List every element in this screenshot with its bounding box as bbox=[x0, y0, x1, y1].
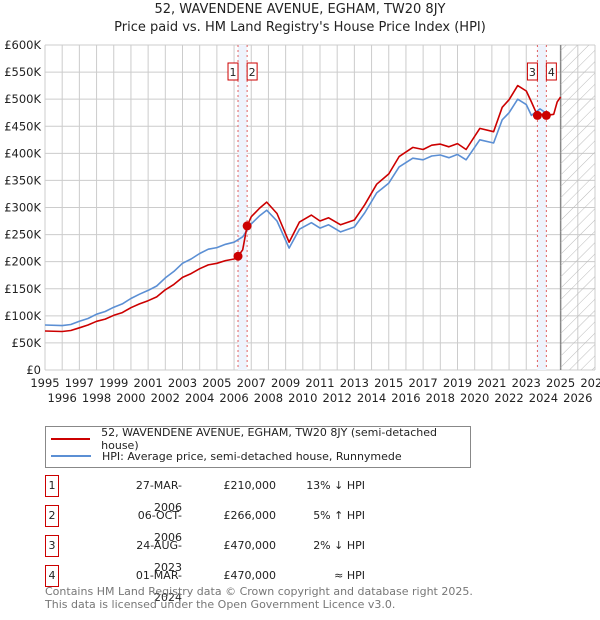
sale-marker-box bbox=[246, 62, 258, 81]
sale-marker-box bbox=[526, 62, 538, 81]
sale-marker-number: 2 bbox=[249, 66, 256, 79]
x-tick-label: 2008 bbox=[254, 391, 283, 405]
transaction-hpi-diff: 5% ↑ HPI bbox=[313, 509, 365, 522]
transaction-hpi-diff: 13% ↓ HPI bbox=[306, 479, 365, 492]
x-tick-label: 2024 bbox=[529, 391, 558, 405]
x-tick-label: 2002 bbox=[151, 391, 180, 405]
transaction-date: 01-MAR-2024 bbox=[135, 569, 182, 604]
sale-point bbox=[541, 110, 551, 120]
x-tick-label: 2012 bbox=[323, 391, 352, 405]
legend-label: HPI: Average price, semi-detached house,… bbox=[102, 449, 402, 463]
transaction-row: 3 24-AUG-2023 £470,000 2% ↓ HPI bbox=[45, 535, 445, 574]
transaction-price: £210,000 bbox=[223, 479, 277, 492]
x-tick-label: 2023 bbox=[512, 376, 541, 390]
price-chart: £0 £50K £100K £150K £200K £250K £300K £350K £400… bbox=[4, 38, 600, 405]
y-tick-label: £0 bbox=[26, 363, 41, 377]
y-tick-label: £200K bbox=[4, 255, 41, 269]
forecast-hatch bbox=[560, 45, 595, 370]
legend-label: 52, WAVENDENE AVENUE, EGHAM, TW20 8JY (s… bbox=[101, 426, 437, 452]
sale-marker-number: 3 bbox=[529, 66, 536, 79]
legend-swatch-red bbox=[51, 438, 91, 440]
sale-marker-box bbox=[545, 62, 557, 81]
sale-period-band bbox=[238, 45, 248, 370]
x-tick-label: 2007 bbox=[237, 376, 266, 390]
x-tick-label: 2005 bbox=[202, 376, 231, 390]
legend-swatch-blue bbox=[51, 455, 91, 457]
transaction-marker: 3 bbox=[45, 535, 59, 557]
chart-title: 52, WAVENDENE AVENUE, EGHAM, TW20 8JY bbox=[154, 2, 446, 17]
sale-marker-number: 4 bbox=[548, 66, 555, 79]
transaction-marker: 2 bbox=[45, 505, 59, 527]
x-tick-label: 2021 bbox=[477, 376, 506, 390]
x-tick-label: 2020 bbox=[460, 391, 489, 405]
x-tick-label: 1996 bbox=[48, 391, 77, 405]
transaction-date: 24-AUG-2023 bbox=[136, 539, 182, 574]
transaction-price: £470,000 bbox=[223, 569, 277, 582]
transaction-row: 2 06-OCT-2006 £266,000 5% ↑ HPI bbox=[45, 505, 445, 544]
transaction-price: £470,000 bbox=[223, 539, 277, 552]
y-tick-label: £500K bbox=[4, 92, 41, 106]
x-tick-label: 2004 bbox=[185, 391, 214, 405]
x-tick-label: 2000 bbox=[116, 391, 145, 405]
sale-marker-box bbox=[227, 62, 239, 81]
footer-licence: This data is licensed under the Open Gov… bbox=[45, 598, 396, 611]
legend-item-hpi: HPI: Average price, semi-detached house,… bbox=[46, 448, 402, 464]
chart-subtitle: Price paid vs. HM Land Registry's House … bbox=[114, 20, 486, 35]
transaction-marker: 4 bbox=[45, 565, 59, 587]
transaction-date: 27-MAR-2006 bbox=[135, 479, 182, 514]
x-tick-label: 2026 bbox=[563, 391, 592, 405]
y-tick-label: £150K bbox=[4, 282, 41, 296]
x-tick-label: 2013 bbox=[340, 376, 369, 390]
x-tick-label: 1999 bbox=[99, 376, 128, 390]
transaction-hpi-diff: 2% ↓ HPI bbox=[313, 539, 365, 552]
y-tick-label: £550K bbox=[4, 65, 41, 79]
transaction-date: 06-OCT-2006 bbox=[137, 509, 182, 544]
y-tick-label: £100K bbox=[4, 309, 41, 323]
sale-marker-number: 1 bbox=[230, 66, 237, 79]
hpi-series-line bbox=[44, 98, 550, 327]
x-tick-label: 2014 bbox=[357, 391, 386, 405]
x-tick-label: 1998 bbox=[82, 391, 111, 405]
x-tick-label: 2027 bbox=[580, 376, 600, 390]
transaction-row: 1 27-MAR-2006 £210,000 13% ↓ HPI bbox=[45, 475, 445, 514]
y-tick-label: £50K bbox=[12, 336, 42, 350]
x-tick-label: 2009 bbox=[271, 376, 300, 390]
x-tick-label: 2011 bbox=[305, 376, 334, 390]
y-tick-label: £400K bbox=[4, 146, 41, 160]
transaction-price: £266,000 bbox=[223, 509, 277, 522]
transaction-marker: 1 bbox=[45, 475, 59, 497]
footer-copyright: Contains HM Land Registry data © Crown c… bbox=[45, 585, 473, 598]
x-tick-label: 2006 bbox=[219, 391, 248, 405]
chart-legend: 52, WAVENDENE AVENUE, EGHAM, TW20 8JY (s… bbox=[45, 426, 471, 468]
sale-point bbox=[532, 110, 542, 120]
y-tick-label: £300K bbox=[4, 201, 41, 215]
x-tick-label: 2017 bbox=[408, 376, 437, 390]
sale-point bbox=[242, 221, 252, 231]
sale-point bbox=[233, 251, 243, 261]
x-tick-label: 2018 bbox=[426, 391, 455, 405]
x-tick-label: 2001 bbox=[133, 376, 162, 390]
y-tick-label: £350K bbox=[4, 173, 41, 187]
y-tick-label: £250K bbox=[4, 228, 41, 242]
x-tick-label: 2016 bbox=[391, 391, 420, 405]
x-tick-label: 2025 bbox=[546, 376, 575, 390]
y-tick-label: £600K bbox=[4, 38, 41, 52]
x-tick-label: 1995 bbox=[30, 376, 59, 390]
x-tick-label: 2019 bbox=[443, 376, 472, 390]
x-tick-label: 2003 bbox=[168, 376, 197, 390]
x-tick-label: 2015 bbox=[374, 376, 403, 390]
y-tick-label: £450K bbox=[4, 119, 41, 133]
x-tick-label: 1997 bbox=[65, 376, 94, 390]
x-tick-label: 2022 bbox=[494, 391, 523, 405]
legend-item-property: 52, WAVENDENE AVENUE, EGHAM, TW20 8JY (s… bbox=[46, 426, 470, 452]
sale-period-band bbox=[537, 45, 547, 370]
property-series-line bbox=[44, 84, 562, 333]
transaction-row: 4 01-MAR-2024 £470,000 ≈ HPI bbox=[45, 565, 445, 604]
x-tick-label: 2010 bbox=[288, 391, 317, 405]
transaction-hpi-diff: ≈ HPI bbox=[334, 569, 365, 582]
